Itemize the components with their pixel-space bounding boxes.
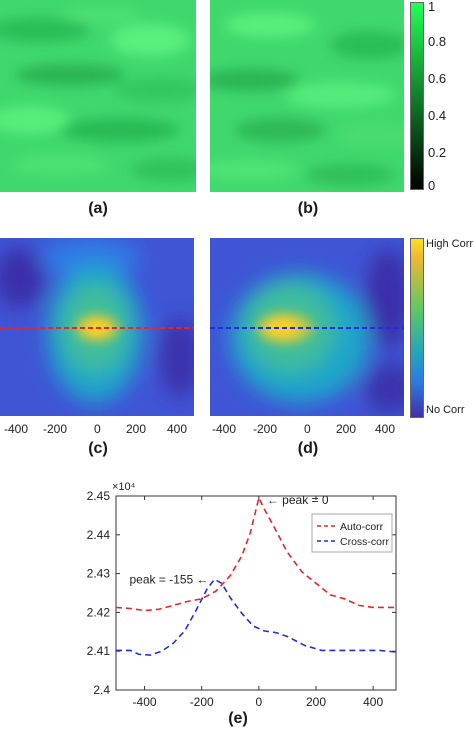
x-tick-label: -200 [190,695,214,708]
chart-legend: Auto-corr Cross-corr [311,513,393,553]
caption-b: (b) [297,200,319,217]
heatmap-c-xtick: -400 [4,422,29,436]
speckle-image-b [200,0,415,192]
peak-annotation: ← peak = 0 [267,493,329,507]
green-colorbar-tick: 0.6 [428,71,447,86]
peak-annotation: peak = -155 ← [130,572,209,586]
green-colorbar-tick: 0.2 [428,145,447,160]
speckle-image-a-svg [0,0,210,192]
y-tick-label: 2.44 [87,528,111,542]
legend-label: Cross-corr [340,536,390,548]
green-colorbar-tick: 0.4 [428,108,447,123]
y-tick-label: 2.4 [93,683,110,697]
heatmap-c-xtick: 0 [94,422,101,436]
caption-d: (d) [297,440,319,457]
auto-corr-line [115,495,396,612]
correlation-map-c-svg [0,238,200,416]
heatmap-c-xtick: -200 [43,422,68,436]
corr-colorbar-low-label: No Corr [426,404,465,416]
y-tick-label: 2.41 [87,644,111,658]
x-tick-label: -400 [133,695,157,708]
correlation-map-d [210,238,415,416]
green-colorbar-tick: 1 [428,0,436,14]
green-colorbar-tick: 0 [428,178,436,193]
heatmap-c-xtick: 400 [167,422,188,436]
line-chart-e: -400 -200 0 200 400 2.4 2.41 2.42 2.43 2.44 2.45×1… [87,481,397,708]
heatmap-d-xtick: 0 [304,422,311,436]
y-exponent-label: ×10⁴ [112,481,136,493]
y-tick-label: 2.42 [87,605,111,619]
x-tick-label: 0 [256,695,263,708]
x-tick-label: 400 [363,695,383,708]
heatmap-d-xtick: -200 [253,422,278,436]
speckle-image-b-svg [200,0,415,192]
heatmap-d-xtick: 400 [375,422,396,436]
caption-c: (c) [88,440,108,457]
y-tick-label: 2.43 [87,567,111,581]
green-colorbar-tick: 0.8 [428,34,447,49]
legend-label: Auto-corr [340,521,384,533]
heatmap-c-xtick: 200 [126,422,147,436]
cross-corr-line [116,578,397,656]
corr-colorbar [410,238,424,418]
y-tick-label: 2.45 [87,489,111,503]
speckle-image-a [0,0,210,192]
correlation-map-d-svg [210,238,415,416]
caption-a: (a) [88,200,108,217]
heatmap-d-xtick: -400 [212,422,237,436]
x-tick-label: 200 [306,695,326,708]
chart-annotations: ← peak = 0 peak = -155 ← [130,493,329,586]
correlation-map-c [0,238,200,416]
heatmap-d-xtick: 200 [336,422,357,436]
caption-e: (e) [228,710,248,727]
corr-colorbar-high-label: High Corr [426,238,474,250]
legend-box [311,513,393,553]
chart-series [115,495,397,656]
green-colorbar [410,2,424,190]
